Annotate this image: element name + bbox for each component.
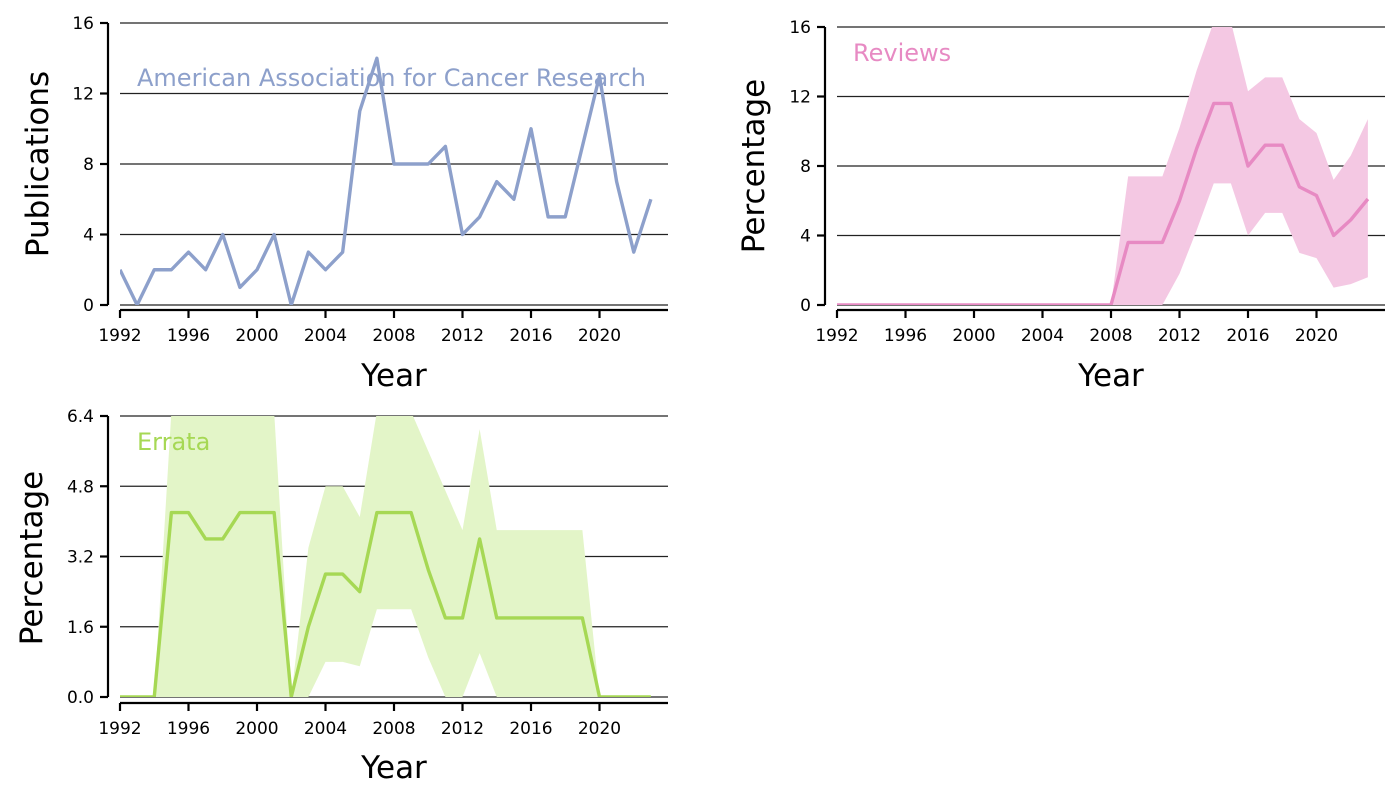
- x-tick-label: 2000: [235, 326, 278, 346]
- y-axis-title: Percentage: [14, 471, 50, 645]
- y-axis-title: Percentage: [736, 79, 772, 253]
- y-tick-label: 16: [72, 14, 94, 34]
- series-line: [120, 56, 653, 305]
- y-tick-label: 12: [72, 85, 94, 105]
- x-tick-label: 1996: [167, 719, 210, 739]
- panel-reviews: 1992 1996 2000 2004 2008 2012 2016 2020 0 4 8 12 16…: [736, 18, 1385, 394]
- y-tick-label: 6.4: [67, 407, 94, 427]
- y-tick-label: 4: [83, 226, 94, 246]
- y-tick-label: 4.8: [67, 477, 94, 497]
- y-tick-label: 4: [800, 227, 811, 247]
- series-band: [120, 416, 651, 697]
- y-tick-label: 0.0: [67, 688, 94, 708]
- y-tick-labels: 0 4 8 12 16: [72, 14, 94, 316]
- x-tick-label: 1996: [167, 326, 210, 346]
- panel-errata: 1992 1996 2000 2004 2008 2012 2016 2020 0.0 1.6 3…: [14, 407, 668, 786]
- y-tick-label: 1.6: [67, 618, 94, 638]
- x-tick-label: 2020: [578, 719, 621, 739]
- x-tick-labels: 1992 1996 2000 2004 2008 2012 2016 2020: [98, 719, 621, 739]
- panel-title: Errata: [137, 428, 210, 456]
- x-tick-label: 2016: [509, 326, 552, 346]
- x-tick-label: 2000: [235, 719, 278, 739]
- x-tick-label: 1992: [815, 326, 858, 346]
- x-tick-label: 1992: [98, 719, 141, 739]
- panel-title: Reviews: [853, 39, 951, 67]
- x-tick-label: 2008: [372, 719, 415, 739]
- x-tick-label: 2012: [441, 719, 484, 739]
- panel-title: American Association for Cancer Research: [137, 64, 646, 92]
- x-tick-label: 2000: [952, 326, 995, 346]
- confidence-band: [837, 27, 1368, 305]
- x-axis-title: Year: [360, 358, 427, 394]
- x-tick-label: 2016: [509, 719, 552, 739]
- x-tick-label: 2012: [441, 326, 484, 346]
- axes: [817, 25, 1385, 318]
- y-tick-label: 3.2: [67, 548, 94, 568]
- x-tick-label: 2008: [372, 326, 415, 346]
- series-line-group: [120, 510, 651, 697]
- x-tick-label: 1996: [884, 326, 927, 346]
- series-line: [120, 510, 651, 697]
- series-line-group: [120, 56, 653, 305]
- y-tick-label: 12: [789, 88, 811, 108]
- x-tick-label: 2020: [1295, 326, 1338, 346]
- x-tick-label: 2020: [578, 326, 621, 346]
- x-tick-label: 2012: [1158, 326, 1201, 346]
- x-axis-title: Year: [360, 750, 427, 786]
- axes: [100, 21, 668, 318]
- x-axis-title: Year: [1077, 358, 1144, 394]
- axes: [100, 414, 668, 711]
- y-tick-labels: 0.0 1.6 3.2 4.8 6.4: [67, 407, 94, 708]
- series-line: [837, 101, 1370, 305]
- x-tick-label: 2004: [304, 326, 347, 346]
- series-line-group: [837, 101, 1370, 305]
- x-tick-label: 1992: [98, 326, 141, 346]
- x-tick-labels: 1992 1996 2000 2004 2008 2012 2016 2020: [98, 326, 621, 346]
- x-tick-label: 2016: [1226, 326, 1269, 346]
- y-tick-label: 0: [83, 296, 94, 316]
- y-tick-label: 8: [800, 157, 811, 177]
- x-tick-label: 2004: [1021, 326, 1064, 346]
- panel-publications: 1992 1996 2000 2004 2008 2012 2016 2020 0 4 8 12 16…: [20, 14, 668, 394]
- y-tick-label: 16: [789, 18, 811, 38]
- y-tick-label: 8: [83, 155, 94, 175]
- x-tick-labels: 1992 1996 2000 2004 2008 2012 2016 2020: [815, 326, 1338, 346]
- y-tick-label: 0: [800, 296, 811, 316]
- x-tick-label: 2004: [304, 719, 347, 739]
- y-axis-title: Publications: [20, 71, 56, 257]
- confidence-band: [120, 416, 651, 697]
- x-tick-label: 2008: [1089, 326, 1132, 346]
- y-tick-labels: 0 4 8 12 16: [789, 18, 811, 316]
- series-band: [837, 27, 1368, 305]
